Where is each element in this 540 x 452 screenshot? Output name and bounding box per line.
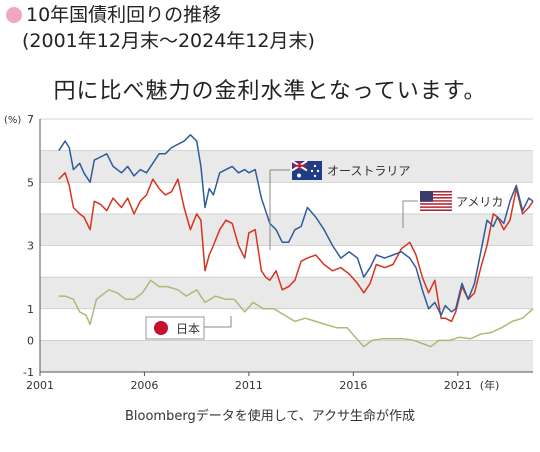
flag-stripe [420, 192, 452, 195]
y-tick-label: 3 [27, 240, 34, 253]
band [40, 213, 533, 246]
x-tick-label: 2001 [26, 379, 54, 392]
flag-star [310, 169, 314, 173]
x-unit-label: (年) [480, 378, 500, 392]
flag-star [316, 169, 320, 173]
flag-stripe [420, 209, 452, 211]
series-line [58, 172, 534, 323]
flag-stripe [420, 194, 452, 196]
flag-stripe [420, 204, 452, 207]
legend-label: オーストラリア [327, 164, 410, 178]
y-tick-label: -1 [23, 366, 34, 379]
flag-sun [154, 321, 168, 335]
background-bands [40, 150, 533, 372]
title-row: 10年国債利回りの推移 [6, 4, 221, 26]
series-line [58, 279, 534, 348]
flag-stripe [420, 198, 452, 201]
x-tick-label: 2021 [444, 379, 472, 392]
flag-star [313, 174, 317, 178]
band [40, 150, 533, 183]
flag-stripe [420, 197, 452, 199]
y-unit-label: (%) [4, 115, 21, 126]
australia-flag-icon [291, 160, 322, 180]
flag-stripe [420, 191, 452, 193]
flag-canton [420, 191, 433, 202]
legend-label: 日本 [176, 322, 200, 336]
title-bullet-icon [6, 7, 22, 23]
flag-stripe [420, 203, 452, 205]
legend-label: アメリカ [456, 195, 503, 209]
headline: 円に比べ魅力の金利水準となっています。 [53, 79, 487, 104]
flag-stripe [420, 195, 452, 198]
series-lines [58, 134, 534, 348]
flag-star [313, 164, 317, 168]
source-note: Bloombergデータを使用して、アクサ生命が作成 [124, 409, 416, 424]
page-title: 10年国債利回りの推移 [26, 4, 222, 26]
x-tick-label: 2011 [235, 379, 263, 392]
y-tick-label: 1 [27, 303, 34, 316]
flag-stripe [420, 200, 452, 202]
y-tick-label: 0 [27, 334, 34, 347]
flag-stripe [420, 201, 452, 204]
leader-line [204, 316, 232, 328]
leader-line [402, 200, 418, 228]
x-tick-label: 2006 [130, 379, 158, 392]
y-tick-label: 5 [27, 176, 34, 189]
usa-flag-icon [420, 191, 452, 211]
y-axis: (%) -1 0 1 3 5 7 [4, 113, 41, 379]
series-line [58, 134, 534, 316]
flag-stripe [420, 207, 452, 210]
page-subtitle: (2001年12月末〜2024年12月末) [22, 30, 315, 52]
flag-stripe [420, 206, 452, 208]
band [40, 277, 533, 309]
japan-flag-icon [152, 319, 170, 337]
flag-star [297, 173, 301, 178]
x-axis: 2001 2006 2011 2016 2021 (年) [26, 371, 533, 392]
x-tick-label: 2016 [339, 379, 367, 392]
y-tick-label: 7 [27, 113, 34, 126]
band [40, 340, 533, 372]
